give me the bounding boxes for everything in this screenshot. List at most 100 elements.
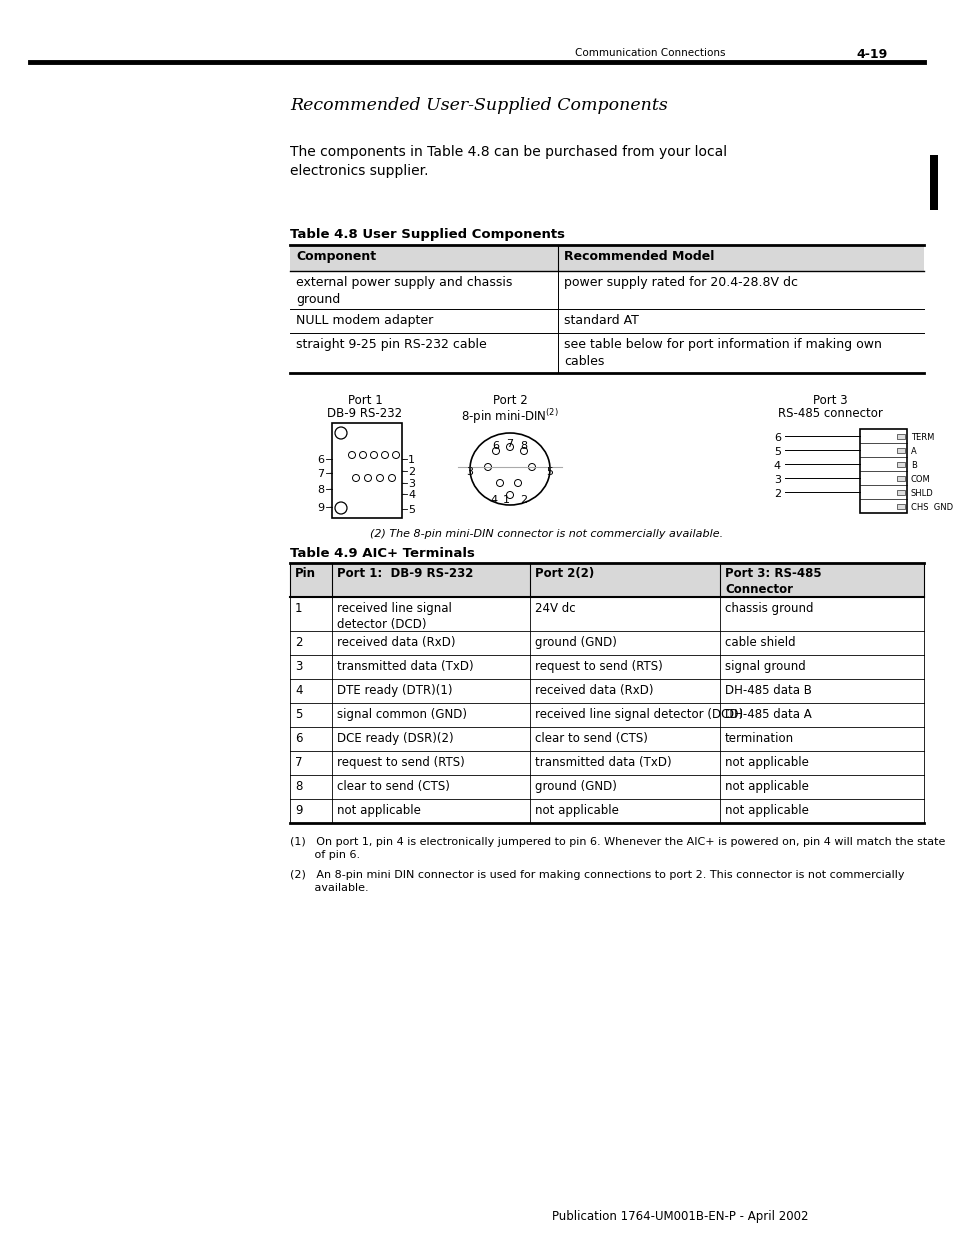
Text: Pin: Pin xyxy=(294,567,315,580)
Text: 4: 4 xyxy=(490,495,497,505)
Text: 8: 8 xyxy=(316,485,324,495)
Text: Recommended Model: Recommended Model xyxy=(563,249,714,263)
Bar xyxy=(896,447,904,452)
Text: COM: COM xyxy=(910,475,930,484)
Text: (2)   An 8-pin mini DIN connector is used for making connections to port 2. This: (2) An 8-pin mini DIN connector is used … xyxy=(290,869,903,893)
Text: external power supply and chassis
ground: external power supply and chassis ground xyxy=(295,275,512,306)
Text: The components in Table 4.8 can be purchased from your local
electronics supplie: The components in Table 4.8 can be purch… xyxy=(290,144,726,179)
Text: 4: 4 xyxy=(294,684,302,697)
Text: 6: 6 xyxy=(294,732,302,745)
Bar xyxy=(859,429,906,513)
Text: (2) The 8-pin mini-DIN connector is not commercially available.: (2) The 8-pin mini-DIN connector is not … xyxy=(370,529,722,538)
Text: 7: 7 xyxy=(294,756,302,769)
Text: not applicable: not applicable xyxy=(535,804,618,818)
Text: Port 3: RS-485
Connector: Port 3: RS-485 Connector xyxy=(724,567,821,597)
Text: DH-485 data A: DH-485 data A xyxy=(724,708,811,721)
Text: signal ground: signal ground xyxy=(724,659,805,673)
Text: received data (RxD): received data (RxD) xyxy=(336,636,455,650)
Circle shape xyxy=(528,463,535,471)
Text: termination: termination xyxy=(724,732,793,745)
Circle shape xyxy=(348,452,355,458)
Text: 8-pin mini-DIN$^{(2)}$: 8-pin mini-DIN$^{(2)}$ xyxy=(460,408,558,426)
Text: Table 4.9 AIC+ Terminals: Table 4.9 AIC+ Terminals xyxy=(290,547,475,559)
Text: transmitted data (TxD): transmitted data (TxD) xyxy=(535,756,671,769)
Text: Port 1: Port 1 xyxy=(347,394,382,408)
Text: DH-485 data B: DH-485 data B xyxy=(724,684,811,697)
Text: 2: 2 xyxy=(294,636,302,650)
Text: 7: 7 xyxy=(316,469,324,479)
Text: standard AT: standard AT xyxy=(563,314,639,327)
Bar xyxy=(896,475,904,480)
Bar xyxy=(896,433,904,438)
Text: 6: 6 xyxy=(492,441,499,451)
Text: Publication 1764-UM001B-EN-P - April 2002: Publication 1764-UM001B-EN-P - April 200… xyxy=(551,1210,807,1223)
Bar xyxy=(896,504,904,509)
Text: Port 3: Port 3 xyxy=(812,394,846,408)
Text: 9: 9 xyxy=(294,804,302,818)
Text: not applicable: not applicable xyxy=(724,781,808,793)
Circle shape xyxy=(352,474,359,482)
Circle shape xyxy=(514,479,521,487)
Text: 5: 5 xyxy=(294,708,302,721)
Text: Component: Component xyxy=(295,249,375,263)
Circle shape xyxy=(335,427,347,438)
Text: clear to send (CTS): clear to send (CTS) xyxy=(535,732,647,745)
Bar xyxy=(290,245,923,270)
Text: 3: 3 xyxy=(773,475,781,485)
Bar xyxy=(929,156,937,210)
Text: received line signal detector (DCD): received line signal detector (DCD) xyxy=(535,708,742,721)
Bar xyxy=(896,489,904,494)
Text: DTE ready (DTR)(1): DTE ready (DTR)(1) xyxy=(336,684,452,697)
Text: request to send (RTS): request to send (RTS) xyxy=(336,756,464,769)
Text: 8: 8 xyxy=(520,441,527,451)
Circle shape xyxy=(388,474,395,482)
Text: 4-19: 4-19 xyxy=(855,48,886,61)
Text: received line signal
detector (DCD): received line signal detector (DCD) xyxy=(336,601,452,631)
Text: see table below for port information if making own
cables: see table below for port information if … xyxy=(563,338,881,368)
Text: ground (GND): ground (GND) xyxy=(535,781,617,793)
Text: 2: 2 xyxy=(773,489,781,499)
Text: 3: 3 xyxy=(408,479,415,489)
Text: clear to send (CTS): clear to send (CTS) xyxy=(336,781,450,793)
Text: TERM: TERM xyxy=(910,433,933,442)
Text: 2: 2 xyxy=(408,467,415,477)
Text: 5: 5 xyxy=(773,447,781,457)
Text: ground (GND): ground (GND) xyxy=(535,636,617,650)
Text: 5: 5 xyxy=(408,505,415,515)
Circle shape xyxy=(484,463,491,471)
Text: 1: 1 xyxy=(408,454,415,466)
Text: 6: 6 xyxy=(773,433,781,443)
Circle shape xyxy=(359,452,366,458)
Text: 4: 4 xyxy=(773,461,781,471)
Text: DB-9 RS-232: DB-9 RS-232 xyxy=(327,408,402,420)
Text: CHS  GND: CHS GND xyxy=(910,503,952,513)
Text: 2: 2 xyxy=(520,495,527,505)
Text: signal common (GND): signal common (GND) xyxy=(336,708,467,721)
Circle shape xyxy=(381,452,388,458)
Text: (1)   On port 1, pin 4 is electronically jumpered to pin 6. Whenever the AIC+ is: (1) On port 1, pin 4 is electronically j… xyxy=(290,837,944,861)
Circle shape xyxy=(506,492,513,499)
Circle shape xyxy=(492,447,499,454)
Text: 6: 6 xyxy=(316,454,324,466)
Text: B: B xyxy=(910,461,916,471)
Text: not applicable: not applicable xyxy=(724,804,808,818)
Text: 1: 1 xyxy=(294,601,302,615)
Text: 4: 4 xyxy=(408,490,415,500)
Text: not applicable: not applicable xyxy=(336,804,420,818)
Bar xyxy=(332,424,401,517)
Text: transmitted data (TxD): transmitted data (TxD) xyxy=(336,659,473,673)
Text: 7: 7 xyxy=(506,438,513,450)
Text: 8: 8 xyxy=(294,781,302,793)
Text: Port 2: Port 2 xyxy=(492,394,527,408)
Text: 1: 1 xyxy=(502,495,509,505)
Text: Communication Connections: Communication Connections xyxy=(575,48,724,58)
Text: SHLD: SHLD xyxy=(910,489,933,498)
Text: Recommended User-Supplied Components: Recommended User-Supplied Components xyxy=(290,98,667,114)
Text: 3: 3 xyxy=(466,467,473,477)
Text: request to send (RTS): request to send (RTS) xyxy=(535,659,662,673)
Circle shape xyxy=(506,443,513,451)
Text: Port 2(2): Port 2(2) xyxy=(535,567,594,580)
Text: 3: 3 xyxy=(294,659,302,673)
Circle shape xyxy=(370,452,377,458)
Text: not applicable: not applicable xyxy=(724,756,808,769)
